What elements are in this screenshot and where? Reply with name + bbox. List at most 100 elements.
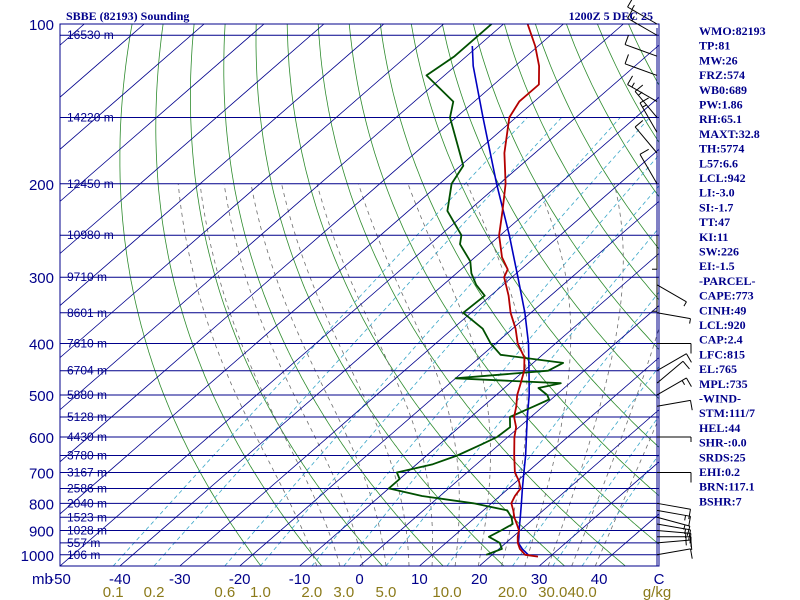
height-label: 5128 m xyxy=(67,410,107,424)
height-label: 6704 m xyxy=(67,364,107,378)
dry-adiabat xyxy=(255,24,505,566)
barb-staff xyxy=(627,84,658,102)
pressure-tick-label: 800 xyxy=(29,496,54,513)
height-label: 5880 m xyxy=(67,388,107,402)
dry-adiabat xyxy=(504,24,659,301)
temperature-trace xyxy=(498,24,540,558)
barb-feather xyxy=(688,529,691,540)
barb-staff xyxy=(656,399,691,407)
index-item: LFC:815 xyxy=(699,347,745,361)
barb-feather xyxy=(634,84,644,92)
profiles xyxy=(387,24,564,558)
barb-half-feather xyxy=(683,524,686,530)
mixing-ratio-label: 3.0 xyxy=(333,584,354,600)
isotherm xyxy=(239,200,659,566)
barb-feather xyxy=(689,548,693,559)
temperature-tick-label: -20 xyxy=(229,571,251,588)
grid-lines xyxy=(60,24,659,566)
barb-feather xyxy=(627,0,633,8)
index-item: BRN:117.1 xyxy=(699,480,755,494)
mixing-ratio-unit-label: g/kg xyxy=(643,584,671,600)
isotherm xyxy=(60,24,325,255)
isotherm xyxy=(60,24,504,411)
barb-feather xyxy=(682,360,690,370)
wind-barb xyxy=(656,360,690,384)
wind-barb xyxy=(656,548,693,559)
barb-staff xyxy=(656,360,684,384)
temperature-tick-label: -30 xyxy=(169,571,191,588)
wind-barb xyxy=(656,502,691,520)
temperature-tick-label: -10 xyxy=(289,571,311,588)
height-label: 1523 m xyxy=(67,510,107,524)
index-item: -WIND- xyxy=(699,392,741,406)
wind-barb xyxy=(656,377,692,396)
dry-adiabat xyxy=(379,24,659,497)
dry-adiabat xyxy=(472,24,659,351)
wind-barb xyxy=(656,509,691,527)
isotherm xyxy=(60,24,265,202)
dewpoint-trace xyxy=(387,24,564,556)
pressure-unit-label: mb xyxy=(32,571,53,588)
index-item: CINH:49 xyxy=(699,303,746,317)
index-item: PW:1.86 xyxy=(699,98,743,112)
barb-feather xyxy=(627,9,633,19)
isotherm xyxy=(299,252,659,566)
isotherm xyxy=(479,409,659,566)
barb-half-feather xyxy=(689,318,691,324)
barb-feather xyxy=(686,353,692,363)
isotherm xyxy=(60,24,205,150)
height-label: 3167 m xyxy=(67,466,107,480)
wind-barb xyxy=(656,353,692,372)
wind-barb xyxy=(652,277,658,312)
moist-adiabat xyxy=(223,183,364,566)
index-item: CAP:2.4 xyxy=(699,333,743,347)
index-item: MAXT:32.8 xyxy=(699,127,760,141)
index-item: L57:6.6 xyxy=(699,156,738,170)
height-label: 4430 m xyxy=(67,430,107,444)
index-item: CAPE:773 xyxy=(699,289,754,303)
wind-barbs xyxy=(624,0,693,566)
barb-feather xyxy=(689,533,692,544)
wind-barb xyxy=(657,343,692,354)
moist-adiabat xyxy=(407,183,491,566)
wind-barb xyxy=(656,523,691,540)
mixing-ratio-label: 10.0 xyxy=(432,584,461,600)
barb-feather xyxy=(627,75,633,85)
isotherm xyxy=(359,305,659,566)
dry-adiabat xyxy=(348,24,659,545)
wind-barb xyxy=(639,148,658,185)
moist-adiabat xyxy=(547,183,624,566)
isotherm xyxy=(179,148,659,566)
barb-half-feather xyxy=(681,380,686,386)
isotherm xyxy=(538,461,659,566)
temperature-tick-label: -50 xyxy=(49,571,71,588)
dry-adiabat xyxy=(223,24,444,566)
index-item: SW:226 xyxy=(699,245,739,259)
index-item: TH:5774 xyxy=(699,142,744,156)
mixing-ratio-label: 40.0 xyxy=(568,584,597,600)
barb-staff xyxy=(656,284,687,303)
height-label: 16530 m xyxy=(67,28,114,42)
dry-adiabat xyxy=(441,24,659,400)
height-label: 557 m xyxy=(67,536,100,550)
barb-staff xyxy=(656,523,691,531)
height-label: 2586 m xyxy=(67,481,107,495)
moist-adiabat xyxy=(594,417,659,566)
barb-staff xyxy=(627,17,658,36)
height-label: 8601 m xyxy=(67,306,107,320)
index-item: KI:11 xyxy=(699,230,728,244)
barb-half-feather xyxy=(684,515,687,521)
barb-staff xyxy=(639,154,658,185)
wind-barb xyxy=(656,284,687,307)
barb-staff xyxy=(624,44,658,57)
index-item: LCL:942 xyxy=(699,171,746,185)
moist-adiabat xyxy=(250,183,387,566)
barb-half-feather xyxy=(631,82,635,88)
barb-feather xyxy=(689,400,693,411)
height-label: 3780 m xyxy=(67,448,107,462)
barb-feather xyxy=(688,516,691,527)
barb-staff xyxy=(639,102,658,133)
barb-staff xyxy=(656,516,690,527)
barb-feather xyxy=(686,377,692,387)
